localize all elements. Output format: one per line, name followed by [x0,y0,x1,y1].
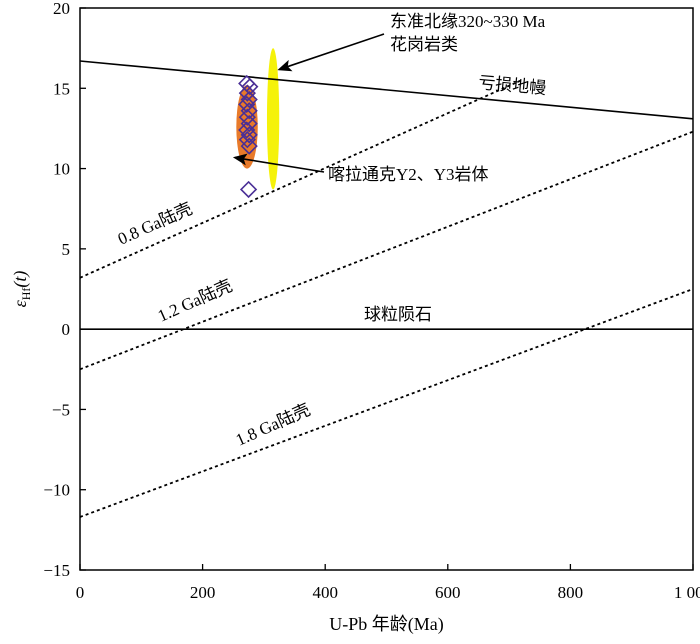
y-tick-label-7: 20 [53,0,70,18]
data-point-2 [238,84,256,102]
annotation-dongzhun-label: 东准北缘320~330 Ma [390,12,546,31]
annotation-granitoids-label: 花岗岩类 [390,35,458,54]
data-point-10 [238,131,256,149]
arrow-dongzhun [277,33,385,72]
annotation-crust-1.2-label: 1.2 Ga陆壳 [155,276,235,326]
data-point-11 [240,137,258,155]
x-tick-label-200: 200 [190,583,216,602]
y-tick-label-0: −15 [43,561,70,580]
annotation-depleted-mantle-label: 亏损地幔 [478,73,547,98]
annotation-chondrite-label: 球粒陨石 [364,305,432,324]
arrow-kalatongke [232,153,325,173]
y-tick-label-6: 15 [53,79,70,98]
reference-line-4 [79,288,694,518]
x-tick-label-0: 0 [76,583,85,602]
data-point-7 [240,114,258,133]
y-tick-label-1: −10 [43,481,70,500]
reference-line-3 [79,130,694,371]
reference-lines-layer [79,60,694,518]
ticks-layer: 0 200 400 600 800 1 000 −15 −10 −5 0 5 10 15 20 [43,0,700,602]
reference-line-2 [79,79,522,279]
region-granitoids [266,48,280,190]
x-axis-label: U-Pb 年龄(Ma) [329,614,444,635]
data-points-layer [238,74,259,199]
data-point-1 [241,78,259,96]
regions-layer [236,48,280,190]
x-tick-label-1-000: 1 000 [674,583,700,602]
y-axis-label: εHf(t) [10,271,33,308]
plot-frame [79,7,694,571]
data-point-6 [238,108,256,126]
data-point-12 [239,180,258,199]
y-tick-label-5: 10 [53,160,70,179]
x-tick-label-600: 600 [435,583,461,602]
data-point-9 [240,126,258,144]
y-tick-label-3: 0 [62,320,71,339]
annotation-crust-0.8-label: 0.8 Ga陆壳 [115,199,195,249]
data-point-3 [240,90,258,109]
annotation-kalatongke-label: 喀拉通克Y2、Y3岩体 [328,165,489,184]
data-point-8 [238,121,256,139]
y-tick-label-4: 5 [62,240,71,259]
y-tick-label-2: −5 [52,400,70,419]
x-tick-label-400: 400 [312,583,338,602]
annotation-crust-1.8-label: 1.8 Ga陆壳 [233,400,313,450]
x-tick-label-800: 800 [558,583,584,602]
data-point-5 [240,102,258,120]
data-point-4 [238,95,256,113]
reference-line-0 [79,60,694,120]
